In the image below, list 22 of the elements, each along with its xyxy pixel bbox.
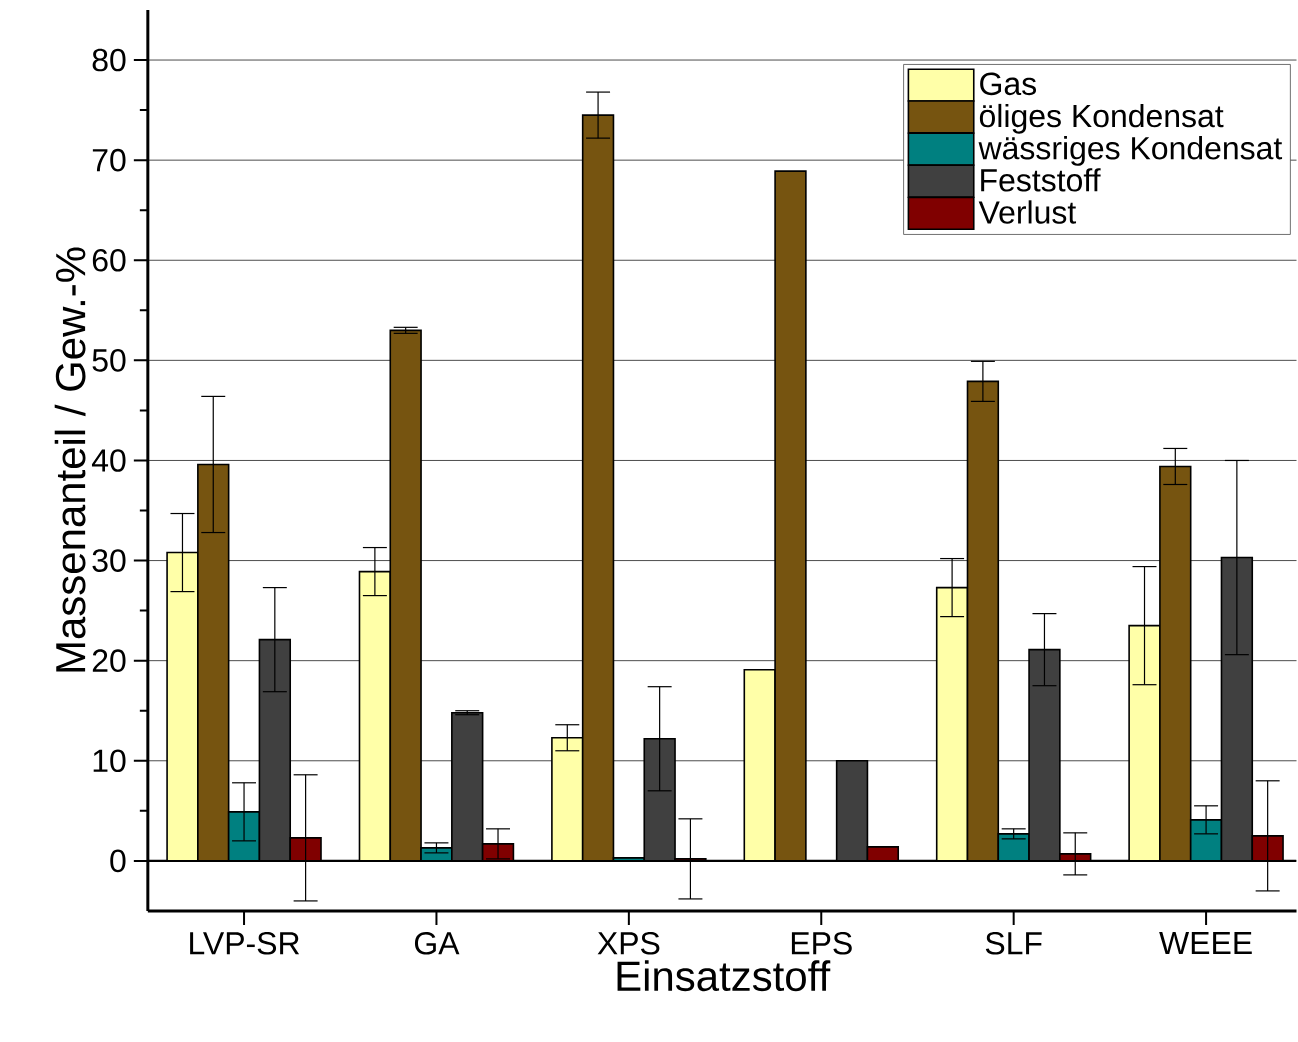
y-tick-label: 40 [91, 449, 126, 472]
y-tick-label: 50 [92, 349, 126, 372]
y-tick-label: 10 [93, 749, 126, 773]
y-axis-title: Massenanteil / Gew.-% [54, 247, 86, 672]
x-tick-label: LVP-SR [190, 932, 300, 955]
legend-label: öliges Kondensat [979, 103, 1224, 134]
x-axis-title: Einsatzstoff [617, 960, 831, 992]
y-tick-label: 0 [110, 849, 126, 873]
x-tick-label: WEEE [1159, 932, 1252, 955]
x-tick-label: SLF [985, 932, 1042, 955]
legend-label: wässriges Kondensat [978, 136, 1283, 166]
x-tick-label: XPS [597, 932, 660, 955]
y-tick-label: 70 [92, 148, 126, 172]
legend-label: Verlust [978, 200, 1077, 224]
y-tick-label: 80 [92, 48, 126, 72]
x-tick-label: EPS [791, 932, 852, 955]
y-tick-label: 30 [92, 549, 126, 572]
legend-label: Feststoff [981, 168, 1101, 192]
y-tick-label: 60 [92, 249, 126, 272]
legend-label: Gas [980, 72, 1037, 96]
x-tick-label: GA [414, 932, 460, 955]
y-tick-label: 20 [92, 649, 126, 673]
